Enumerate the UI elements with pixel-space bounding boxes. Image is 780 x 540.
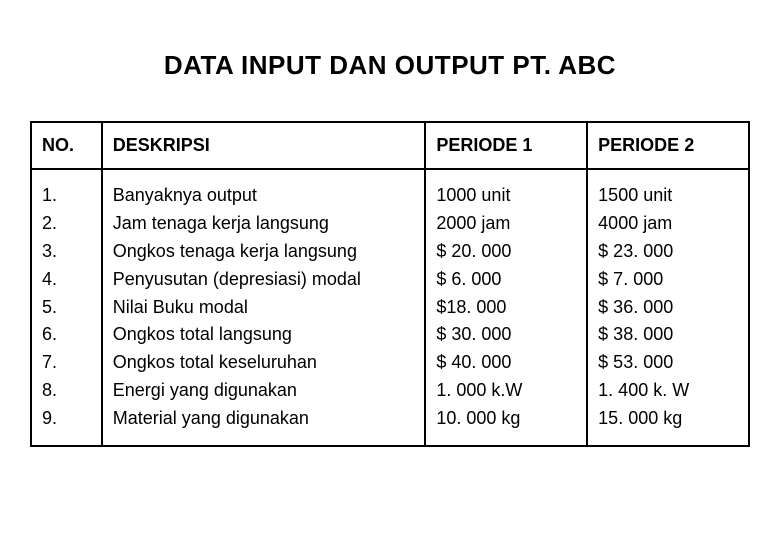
cell-line: $18. 000 [436, 294, 576, 322]
cell-line: 8. [42, 377, 91, 405]
cell-line: 7. [42, 349, 91, 377]
cell-line: 15. 000 kg [598, 405, 738, 433]
cell-line: 1000 unit [436, 182, 576, 210]
table-body-row: 1.2.3.4.5.6.7.8.9. Banyaknya outputJam t… [31, 169, 749, 446]
col-header-p1: PERIODE 1 [425, 122, 587, 169]
page: DATA INPUT DAN OUTPUT PT. ABC NO. DESKRI… [0, 0, 780, 540]
cell-line: $ 30. 000 [436, 321, 576, 349]
cell-line: 6. [42, 321, 91, 349]
col-header-desc: DESKRIPSI [102, 122, 426, 169]
cell-line: $ 36. 000 [598, 294, 738, 322]
cell-line: 9. [42, 405, 91, 433]
cell-line: 2000 jam [436, 210, 576, 238]
cell-line: Ongkos total langsung [113, 321, 415, 349]
cell-line: $ 20. 000 [436, 238, 576, 266]
page-title: DATA INPUT DAN OUTPUT PT. ABC [30, 50, 750, 81]
cell-line: $ 6. 000 [436, 266, 576, 294]
cell-line: $ 23. 000 [598, 238, 738, 266]
cell-line: 4000 jam [598, 210, 738, 238]
cell-p2: 1500 unit4000 jam$ 23. 000$ 7. 000$ 36. … [587, 169, 749, 446]
cell-line: 1. [42, 182, 91, 210]
cell-line: $ 40. 000 [436, 349, 576, 377]
cell-line: Material yang digunakan [113, 405, 415, 433]
data-table: NO. DESKRIPSI PERIODE 1 PERIODE 2 1.2.3.… [30, 121, 750, 447]
cell-line: 3. [42, 238, 91, 266]
cell-line: 2. [42, 210, 91, 238]
cell-line: Jam tenaga kerja langsung [113, 210, 415, 238]
cell-line: 1. 000 k.W [436, 377, 576, 405]
cell-line: Energi yang digunakan [113, 377, 415, 405]
col-header-no: NO. [31, 122, 102, 169]
cell-desc: Banyaknya outputJam tenaga kerja langsun… [102, 169, 426, 446]
cell-line: 1500 unit [598, 182, 738, 210]
cell-line: 1. 400 k. W [598, 377, 738, 405]
cell-line: Banyaknya output [113, 182, 415, 210]
cell-line: Ongkos total keseluruhan [113, 349, 415, 377]
cell-p1: 1000 unit2000 jam$ 20. 000$ 6. 000$18. 0… [425, 169, 587, 446]
cell-line: Nilai Buku modal [113, 294, 415, 322]
cell-line: 10. 000 kg [436, 405, 576, 433]
cell-line: $ 38. 000 [598, 321, 738, 349]
cell-line: 4. [42, 266, 91, 294]
cell-line: Penyusutan (depresiasi) modal [113, 266, 415, 294]
cell-line: Ongkos tenaga kerja langsung [113, 238, 415, 266]
cell-line: $ 7. 000 [598, 266, 738, 294]
table-header-row: NO. DESKRIPSI PERIODE 1 PERIODE 2 [31, 122, 749, 169]
cell-no: 1.2.3.4.5.6.7.8.9. [31, 169, 102, 446]
cell-line: $ 53. 000 [598, 349, 738, 377]
cell-line: 5. [42, 294, 91, 322]
col-header-p2: PERIODE 2 [587, 122, 749, 169]
